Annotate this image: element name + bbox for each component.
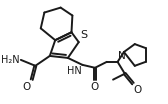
Text: O: O	[91, 82, 99, 92]
Text: H₂N: H₂N	[1, 55, 20, 65]
Text: S: S	[80, 30, 88, 40]
Text: N: N	[118, 51, 126, 61]
Text: O: O	[23, 82, 31, 92]
Text: O: O	[134, 85, 142, 95]
Text: HN: HN	[67, 66, 81, 76]
